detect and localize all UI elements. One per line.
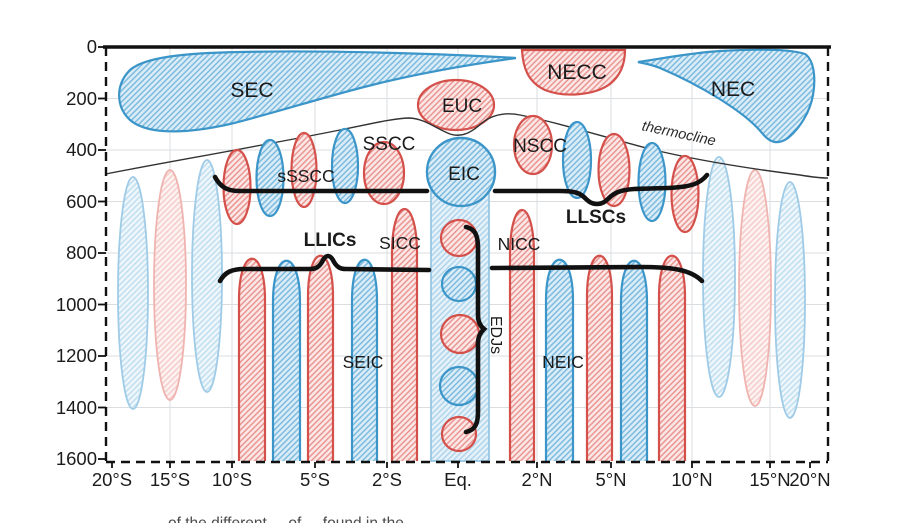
plot-frame bbox=[103, 45, 831, 464]
nicc-label: NICC bbox=[498, 234, 541, 254]
y-tick: 1600 bbox=[56, 448, 97, 469]
x-tick: 20°N bbox=[789, 469, 830, 490]
ssscc-label: sSSCC bbox=[277, 166, 334, 186]
x-tick: 5°S bbox=[300, 469, 330, 490]
sicc-column bbox=[390, 208, 419, 461]
nicc-column bbox=[508, 208, 536, 461]
neic-label: NEIC bbox=[542, 352, 584, 372]
y-tick: 800 bbox=[66, 242, 97, 263]
x-tick: 5°N bbox=[595, 469, 626, 490]
eic-shape bbox=[425, 136, 497, 208]
llsc-brace-right bbox=[492, 172, 710, 207]
edj-circles bbox=[438, 218, 481, 453]
thermocline-line bbox=[105, 113, 829, 179]
llsc-brace-left bbox=[212, 174, 430, 194]
x-tick: 15°S bbox=[150, 469, 190, 490]
axis-ticks bbox=[98, 46, 811, 468]
x-tick: 10°S bbox=[212, 469, 252, 490]
y-tick: 1400 bbox=[56, 397, 97, 418]
nscc-shape bbox=[512, 114, 554, 176]
euc-label: EUC bbox=[442, 96, 482, 117]
nec-shape bbox=[637, 48, 816, 144]
llscs-label: LLSCs bbox=[566, 207, 626, 228]
llic-brace-left bbox=[217, 253, 432, 284]
edjs-label: EDJs bbox=[487, 316, 504, 354]
necc-shape bbox=[520, 48, 627, 96]
y-tick: 200 bbox=[66, 88, 97, 109]
y-tick: 1200 bbox=[56, 345, 97, 366]
deep-current-columns bbox=[237, 208, 687, 461]
sscc-shape bbox=[362, 140, 406, 206]
sscc-label: SSCC bbox=[363, 134, 416, 155]
x-tick: 2°S bbox=[372, 469, 402, 490]
y-tick: 400 bbox=[66, 139, 97, 160]
sec-shape bbox=[118, 50, 517, 133]
y-tick: 600 bbox=[66, 191, 97, 212]
x-tick: Eq. bbox=[444, 469, 472, 490]
figure-caption-cropped: of the different ... of ... found in the… bbox=[168, 515, 848, 523]
llics-label: LLICs bbox=[304, 230, 357, 251]
seic-label: SEIC bbox=[343, 352, 384, 372]
brace-annotations bbox=[212, 172, 710, 284]
edj-brace bbox=[463, 224, 488, 435]
y-axis-labels: 0 200 400 600 800 1000 1200 1400 1600 bbox=[56, 36, 97, 469]
sec-label: SEC bbox=[230, 79, 273, 102]
x-tick: 15°N bbox=[749, 469, 790, 490]
llic-brace-right bbox=[489, 264, 705, 284]
faded-deep-currents bbox=[117, 156, 806, 419]
x-tick: 2°N bbox=[521, 469, 552, 490]
nec-label: NEC bbox=[711, 78, 755, 101]
surface-currents bbox=[118, 48, 816, 144]
eic-label: EIC bbox=[448, 164, 480, 185]
y-tick: 1000 bbox=[56, 294, 97, 315]
x-tick: 20°S bbox=[92, 469, 132, 490]
sicc-label: SICC bbox=[379, 233, 421, 253]
necc-label: NECC bbox=[547, 61, 607, 84]
nscc-label: NSCC bbox=[513, 136, 567, 157]
subsurface-countercurrents bbox=[222, 114, 700, 234]
x-tick: 10°N bbox=[671, 469, 712, 490]
x-axis-labels: 20°S 15°S 10°S 5°S 2°S Eq. 2°N 5°N 10°N … bbox=[92, 469, 831, 490]
y-tick: 0 bbox=[87, 36, 97, 57]
euc-shape bbox=[416, 78, 496, 132]
